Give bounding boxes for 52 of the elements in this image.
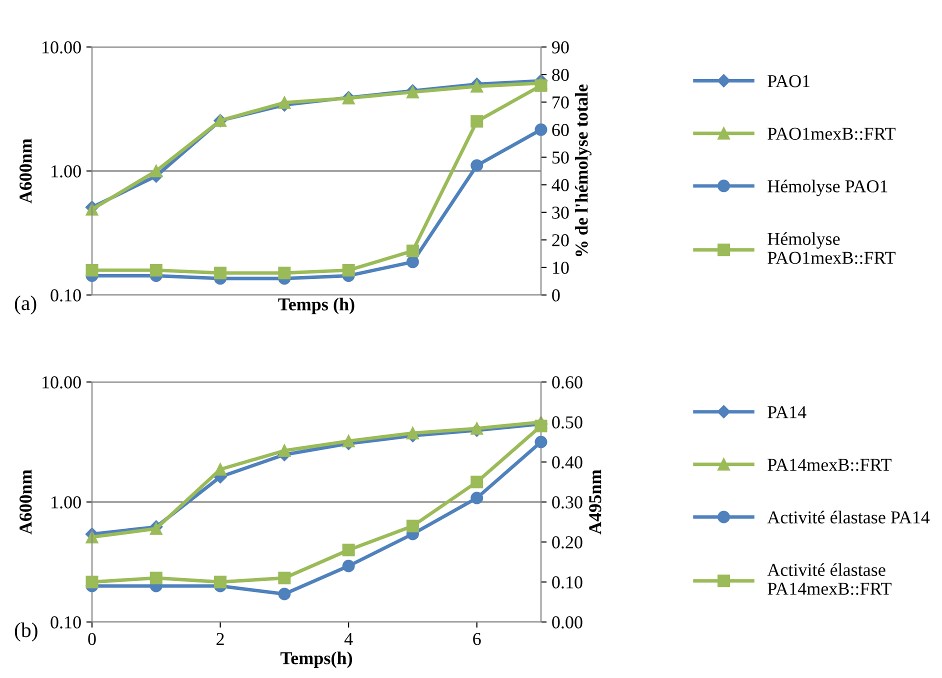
y2-axis-title: % de l'hémolyse totale bbox=[575, 84, 592, 256]
y-tick-label: 10.00 bbox=[42, 376, 81, 389]
y-axis-title: A600nm bbox=[20, 138, 32, 204]
y2-tick-label: 0.20 bbox=[552, 536, 582, 549]
y-tick-label: 10.00 bbox=[42, 41, 81, 54]
point bbox=[150, 164, 162, 178]
point bbox=[214, 463, 227, 476]
y2-tick-label: 50 bbox=[552, 151, 569, 164]
x-tick-label: 4 bbox=[344, 633, 353, 645]
y2-tick-label: 80 bbox=[552, 68, 569, 81]
x-axis-title: Temps (h) bbox=[278, 298, 354, 314]
y2-tick-label: 10 bbox=[553, 262, 569, 274]
point bbox=[86, 530, 98, 544]
y2-tick-label: 0.50 bbox=[552, 416, 582, 429]
legend-label: Hémolyse PAO1 bbox=[768, 180, 888, 196]
x-tick-label: 0 bbox=[88, 632, 96, 646]
y-axis-title: A600nm bbox=[20, 470, 32, 534]
point bbox=[342, 434, 355, 448]
y2-tick-label: 0 bbox=[552, 289, 560, 302]
y2-tick-label: 0.10 bbox=[552, 576, 582, 589]
legend-label: PA14 bbox=[768, 406, 806, 418]
y2-tick-label: 0.00 bbox=[552, 616, 582, 629]
y2-tick-label: 0.40 bbox=[552, 456, 582, 469]
legend-label: Activité élastase PA14 bbox=[767, 510, 930, 524]
y2-tick-label: 0.60 bbox=[552, 376, 582, 389]
y-tick-label: 0.10 bbox=[50, 289, 81, 302]
y2-axis-title: A495nm bbox=[589, 470, 602, 534]
x-tick-label: 6 bbox=[473, 632, 481, 646]
point bbox=[470, 422, 484, 435]
y2-tick-label: 60 bbox=[552, 124, 569, 136]
y-tick-label: 0.10 bbox=[50, 616, 81, 629]
text: (b) bbox=[14, 622, 38, 642]
y-tick-label: 1.00 bbox=[52, 496, 81, 509]
point bbox=[470, 80, 484, 93]
x-axis-title: Temps(h) bbox=[280, 652, 352, 668]
legend-label: Activité élastase PA14mexB::FRT bbox=[767, 563, 892, 595]
y2-tick-label: 20 bbox=[552, 234, 569, 246]
point bbox=[278, 444, 291, 457]
point bbox=[406, 426, 419, 440]
legend-label: Hémolyse PAO1mexB::FRT bbox=[768, 232, 896, 264]
legend-label: PAO1 bbox=[768, 75, 810, 88]
point bbox=[278, 96, 291, 109]
x-tick-label: 2 bbox=[216, 632, 224, 645]
y2-tick-label: 0.30 bbox=[552, 496, 582, 509]
legend-label: PA14mexB::FRT bbox=[768, 458, 892, 471]
text: (a) bbox=[14, 296, 36, 314]
y2-tick-label: 70 bbox=[552, 96, 569, 109]
y2-tick-label: 40 bbox=[552, 179, 569, 192]
y2-tick-label: 30 bbox=[552, 206, 569, 219]
y-tick-label: 1.00 bbox=[52, 165, 81, 178]
y2-tick-label: 90 bbox=[552, 41, 569, 54]
legend-label: PAO1mexB::FRT bbox=[768, 128, 896, 140]
